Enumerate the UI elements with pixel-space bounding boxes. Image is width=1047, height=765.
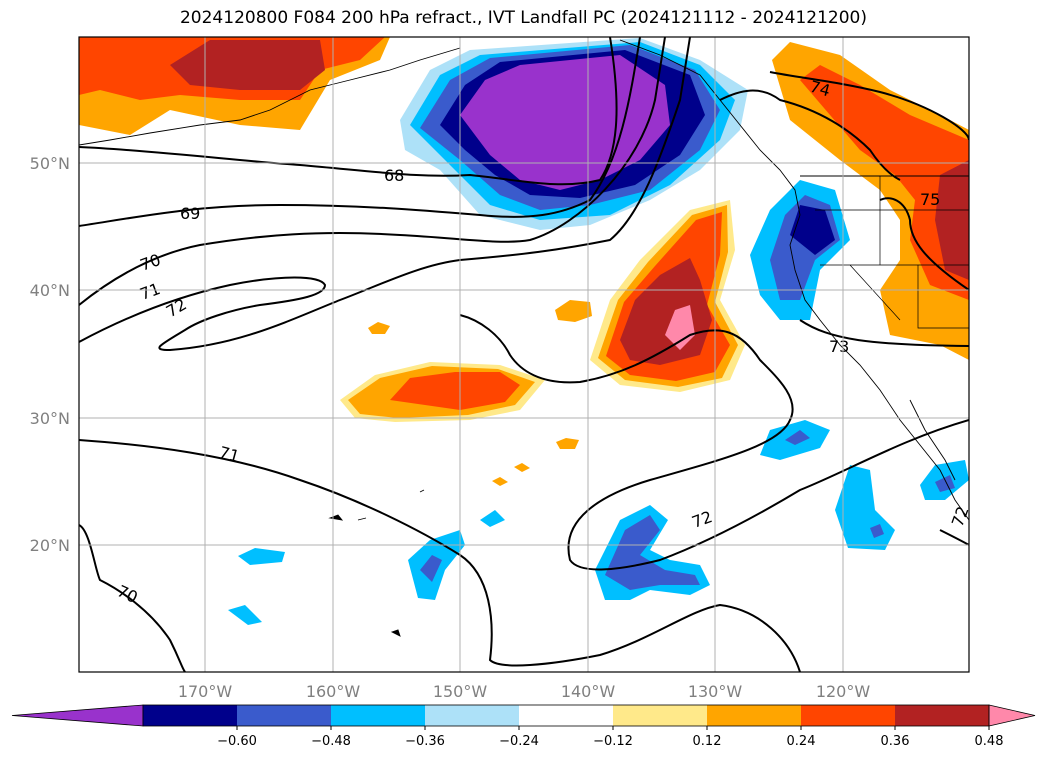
colorbar-segment xyxy=(143,705,238,726)
colorbar-segment xyxy=(425,705,520,726)
contour-74 xyxy=(769,71,969,141)
coastal-negative-core xyxy=(790,205,835,255)
lat-label: 30°N xyxy=(30,409,70,428)
coastline-alaska-south xyxy=(79,47,461,146)
se-negative-2-core xyxy=(935,475,955,492)
negative-patch-west xyxy=(238,548,285,565)
gridlines xyxy=(79,37,969,672)
negative-patch-3 xyxy=(480,510,505,527)
patch-small-4 xyxy=(514,463,530,472)
colorbar-segment xyxy=(895,705,990,726)
contour-label: 75 xyxy=(920,190,940,209)
state-borders xyxy=(815,176,969,329)
se-negative-1-core xyxy=(870,524,884,538)
contour-label: 73 xyxy=(829,337,849,356)
lon-label: 120°W xyxy=(816,682,871,701)
lon-label: 140°W xyxy=(561,682,616,701)
se-negative-3-core xyxy=(785,430,810,445)
colorbar-tick-label: 0.24 xyxy=(787,734,816,749)
coastline-baja xyxy=(909,399,956,481)
colorbar-segment xyxy=(613,705,708,726)
contour-71 xyxy=(79,37,691,352)
contour-69 xyxy=(79,37,641,227)
colorbar-segment xyxy=(801,705,896,726)
map-frame xyxy=(78,36,970,673)
contour-73 xyxy=(719,89,969,347)
map-title: 2024120800 F084 200 hPa refract., IVT La… xyxy=(179,8,867,28)
colorbar-segment xyxy=(237,705,332,726)
coastline-north-america xyxy=(619,39,969,521)
colorbar-extend-max xyxy=(988,704,1036,727)
negative-anomaly-peak xyxy=(460,55,670,190)
patch-small-5 xyxy=(492,477,508,486)
patch-small-1 xyxy=(555,300,592,322)
latitude-labels: 50°N 40°N 30°N 20°N xyxy=(30,154,70,555)
lat-label: 50°N xyxy=(30,154,70,173)
colorbar-tick-label: −0.36 xyxy=(405,734,445,749)
colorbar-segment xyxy=(519,705,614,726)
colorbar: −0.60 −0.48 −0.36 −0.24 −0.12 0.12 0.24 0.36 0.4… xyxy=(11,704,1036,749)
contour-70-south xyxy=(79,524,186,672)
lon-label: 130°W xyxy=(688,682,743,701)
lat-label: 20°N xyxy=(30,536,70,555)
contour-label: 68 xyxy=(384,166,404,185)
colorbar-tick-label: −0.24 xyxy=(499,734,539,749)
lon-label: 150°W xyxy=(433,682,488,701)
ne-positive-inner xyxy=(800,65,969,300)
colorbar-tick-label: −0.60 xyxy=(217,734,257,749)
patch-small-2 xyxy=(368,322,390,334)
colorbar-extend-min xyxy=(11,704,144,727)
contour-72 xyxy=(459,314,969,571)
lat-label: 40°N xyxy=(30,281,70,300)
positive-anomaly-peak xyxy=(170,40,325,90)
lon-label: 170°W xyxy=(178,682,233,701)
patch-small-3 xyxy=(556,438,579,449)
negative-patch-west-2 xyxy=(228,605,262,625)
plume-peak xyxy=(665,305,695,350)
coastline-layer xyxy=(79,39,969,637)
contour-72-se xyxy=(939,529,969,546)
filled-field-layer xyxy=(79,37,969,625)
south-negative-inner xyxy=(605,515,700,590)
contour-label: 71 xyxy=(217,442,242,466)
contour-label: 69 xyxy=(180,204,200,223)
colorbar-tick-label: 0.48 xyxy=(975,734,1004,749)
longitude-labels: 170°W 160°W 150°W 140°W 130°W 120°W xyxy=(178,682,871,701)
colorbar-tick-label: −0.48 xyxy=(311,734,351,749)
colorbar-tick-label: 0.36 xyxy=(881,734,910,749)
negative-patch-150w-south-core xyxy=(420,555,442,582)
contour-label: 74 xyxy=(808,77,833,101)
hawaii-islands xyxy=(328,489,425,637)
contour-75 xyxy=(879,197,969,291)
ne-positive-core xyxy=(935,160,969,280)
patch-150w-red xyxy=(390,372,520,410)
contour-layer xyxy=(79,37,969,672)
colorbar-tick-label: 0.12 xyxy=(693,734,722,749)
colorbar-frame xyxy=(142,704,990,727)
colorbar-tick-label: −0.12 xyxy=(593,734,633,749)
colorbar-segment xyxy=(707,705,802,726)
colorbar-segment xyxy=(331,705,426,726)
contour-70 xyxy=(79,37,666,306)
contour-68 xyxy=(79,37,618,186)
lon-label: 160°W xyxy=(306,682,361,701)
